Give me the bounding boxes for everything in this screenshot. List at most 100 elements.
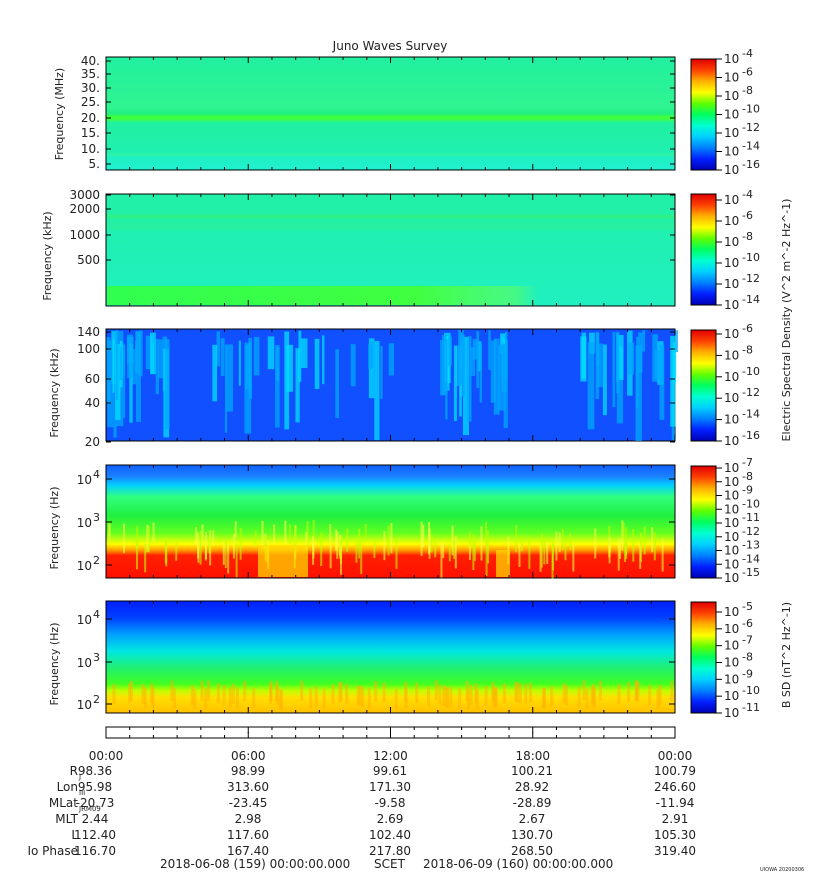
colorbar-tick-label: 10 (724, 413, 739, 427)
emission-streak (468, 531, 471, 548)
emission-streak (193, 689, 197, 710)
y-tick-exponent: 4 (93, 608, 100, 621)
ephemeris-value: 130.70 (511, 828, 553, 842)
emission-streak (546, 542, 549, 564)
colorbar-tick-label: 10 (724, 502, 739, 516)
colorbar-tick-exponent: -11 (742, 701, 760, 714)
colorbar-tick-label: 10 (724, 108, 739, 122)
emission-streak (112, 683, 116, 704)
figure-title: Juno Waves Survey (332, 39, 448, 53)
ephemeris-value: 313.60 (227, 780, 269, 794)
emission-streak (438, 684, 442, 705)
colorbar-tick-label: 10 (724, 639, 739, 653)
emission-streak (136, 539, 139, 570)
ylabel-hf: Frequency (kHz) (41, 211, 54, 300)
colorbar-tick-exponent: -12 (742, 121, 760, 134)
emission-streak (231, 683, 235, 704)
colorbar-tick-exponent: -12 (742, 386, 760, 399)
emission-streak (484, 685, 488, 706)
ylabel-hfwbr: Frequency (MHz) (53, 68, 66, 160)
emission-streak (358, 685, 362, 706)
emission-streak (152, 522, 155, 542)
ephemeris-value: 95.98 (78, 780, 112, 794)
ephemeris-row-label: MLT (55, 812, 78, 826)
emission-streak (212, 530, 215, 546)
emission-streak (388, 343, 395, 376)
emission-streak (520, 535, 523, 552)
ephemeris-row-sublabel: JRM09 (78, 805, 101, 813)
emission-streak (222, 542, 225, 565)
emission-streak (155, 339, 160, 395)
emission-streak (228, 687, 232, 708)
ephemeris-row-sublabel: J (78, 773, 81, 781)
emission-streak (627, 342, 635, 375)
y-tick-label: 35. (81, 67, 100, 81)
emission-streak (144, 543, 147, 573)
emission-streak (336, 531, 339, 559)
emission-streak (129, 681, 133, 702)
emission-streak (515, 682, 519, 703)
emission-streak (279, 689, 283, 710)
time-tick-label: 18:00 (515, 749, 550, 763)
y-tick-label: 5. (89, 157, 100, 171)
colorbar-tick-label: 10 (724, 71, 739, 85)
emission-streak (627, 681, 631, 702)
emission-streak (360, 540, 363, 574)
y-tick-label: 500 (77, 253, 100, 267)
emission-streak (387, 525, 390, 556)
time-axis: 00:00 06:00 12:00 18:00 00:00 (89, 726, 692, 763)
y-tick-label: 10 (77, 516, 92, 530)
emission-streak (622, 522, 625, 539)
emission-streak (238, 340, 241, 386)
colorbar-tick-exponent: -7 (742, 634, 753, 647)
emission-streak (226, 344, 234, 412)
emission-streak (115, 330, 119, 400)
colorbar-tick-exponent: -10 (742, 103, 760, 116)
emission-streak (320, 532, 323, 567)
colorbar-tick-exponent: -10 (742, 497, 760, 510)
emission-streak (345, 683, 349, 704)
emission-streak (339, 538, 342, 564)
colorbar-tick-label: 10 (724, 605, 739, 619)
emission-streak (599, 680, 603, 701)
emission-streak (380, 346, 383, 400)
panel-hfwbr: Frequency (MHz) 40.35.30.25.20.15.10.5. … (53, 47, 760, 177)
colorbar-e-lowband (690, 465, 717, 579)
ephemeris-value: 319.40 (654, 844, 696, 858)
emission-streak (467, 689, 471, 710)
emission-streak (309, 688, 313, 709)
emission-streak (383, 531, 386, 561)
emission-streak (467, 336, 472, 422)
emission-streak (275, 684, 279, 705)
emission-streak (252, 688, 256, 709)
emission-streak (442, 540, 445, 559)
ephemeris-value: 2.44 (82, 812, 109, 826)
emission-streak (367, 688, 371, 709)
emission-streak (335, 529, 338, 551)
colorbar-tick-exponent: -16 (742, 158, 760, 171)
ephemeris-value: -23.45 (229, 796, 268, 810)
emission-streak (300, 680, 304, 701)
heatmap-e-lowband (105, 464, 676, 579)
ylabel-e-lowband: Frequency (Hz) (48, 487, 61, 570)
emission-streak (454, 536, 457, 569)
colorbar-tick-exponent: -7 (742, 456, 753, 469)
ephemeris-row-label: L (71, 828, 78, 842)
emission-streak (472, 535, 475, 571)
colorbar-tick-label: 10 (724, 145, 739, 159)
ephemeris-value: 2.91 (662, 812, 689, 826)
colorbar-tick-label: 10 (724, 235, 739, 249)
emission-streak (267, 336, 275, 370)
emission-streak (415, 682, 419, 703)
emission-streak (107, 340, 114, 428)
emission-feature (258, 545, 308, 577)
emission-streak (220, 338, 225, 376)
emission-streak (312, 541, 315, 559)
emission-streak (565, 685, 569, 706)
colorbar-tick-exponent: -4 (742, 47, 753, 60)
colorbar-tick-exponent: -13 (742, 539, 760, 552)
emission-streak (356, 685, 360, 706)
emission-streak (430, 534, 433, 553)
colorbar-hf (690, 193, 717, 306)
